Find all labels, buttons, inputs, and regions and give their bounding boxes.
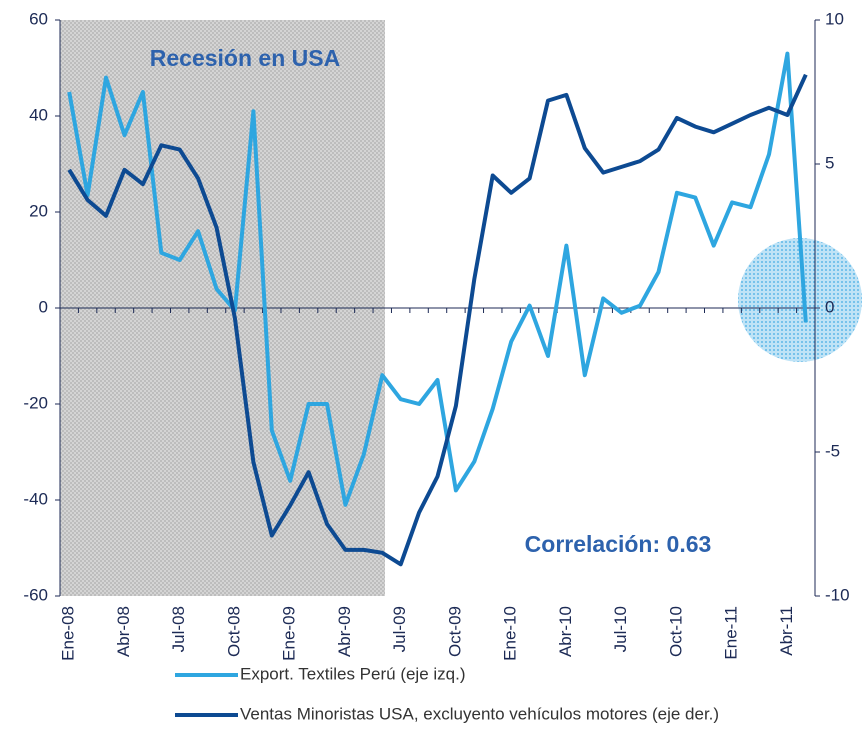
y-tick-label: -60 xyxy=(23,585,48,604)
x-tick-label: Ene-11 xyxy=(722,606,741,660)
x-tick-label: Ene-08 xyxy=(59,606,78,661)
legend-label: Export. Textiles Perú (eje izq.) xyxy=(240,664,466,683)
x-tick-label: Abr-09 xyxy=(335,606,354,657)
y-tick-label: 20 xyxy=(29,201,48,220)
legend-label: Ventas Minoristas USA, excluyento vehícu… xyxy=(240,704,719,723)
y2-tick-label: -5 xyxy=(825,441,840,460)
annotation: Recesión en USA xyxy=(150,45,340,71)
x-tick-label: Oct-09 xyxy=(445,606,464,657)
series-line xyxy=(67,51,808,507)
x-tick-label: Abr-08 xyxy=(114,606,133,657)
y-tick-label: -20 xyxy=(23,393,48,412)
y-tick-label: -40 xyxy=(23,489,48,508)
y-tick-label: 40 xyxy=(29,105,48,124)
x-tick-label: Jul-09 xyxy=(390,606,409,652)
x-tick-label: Oct-10 xyxy=(666,606,685,657)
x-tick-label: Jul-10 xyxy=(611,606,630,652)
x-tick-label: Ene-09 xyxy=(280,606,299,661)
x-tick-label: Oct-08 xyxy=(224,606,243,657)
x-tick-label: Abr-10 xyxy=(556,606,575,657)
y2-tick-label: 5 xyxy=(825,153,834,172)
y-tick-label: 0 xyxy=(39,297,48,316)
x-tick-label: Jul-08 xyxy=(169,606,188,652)
y-tick-label: 60 xyxy=(29,9,48,28)
y2-tick-label: 0 xyxy=(825,297,834,316)
x-tick-label: Abr-11 xyxy=(777,606,796,656)
y2-tick-label: -10 xyxy=(825,585,850,604)
series-line xyxy=(67,73,808,567)
x-tick-label: Ene-10 xyxy=(501,606,520,661)
y2-tick-label: 10 xyxy=(825,9,844,28)
annotation: Correlación: 0.63 xyxy=(525,531,712,557)
highlight-circle xyxy=(738,238,862,362)
